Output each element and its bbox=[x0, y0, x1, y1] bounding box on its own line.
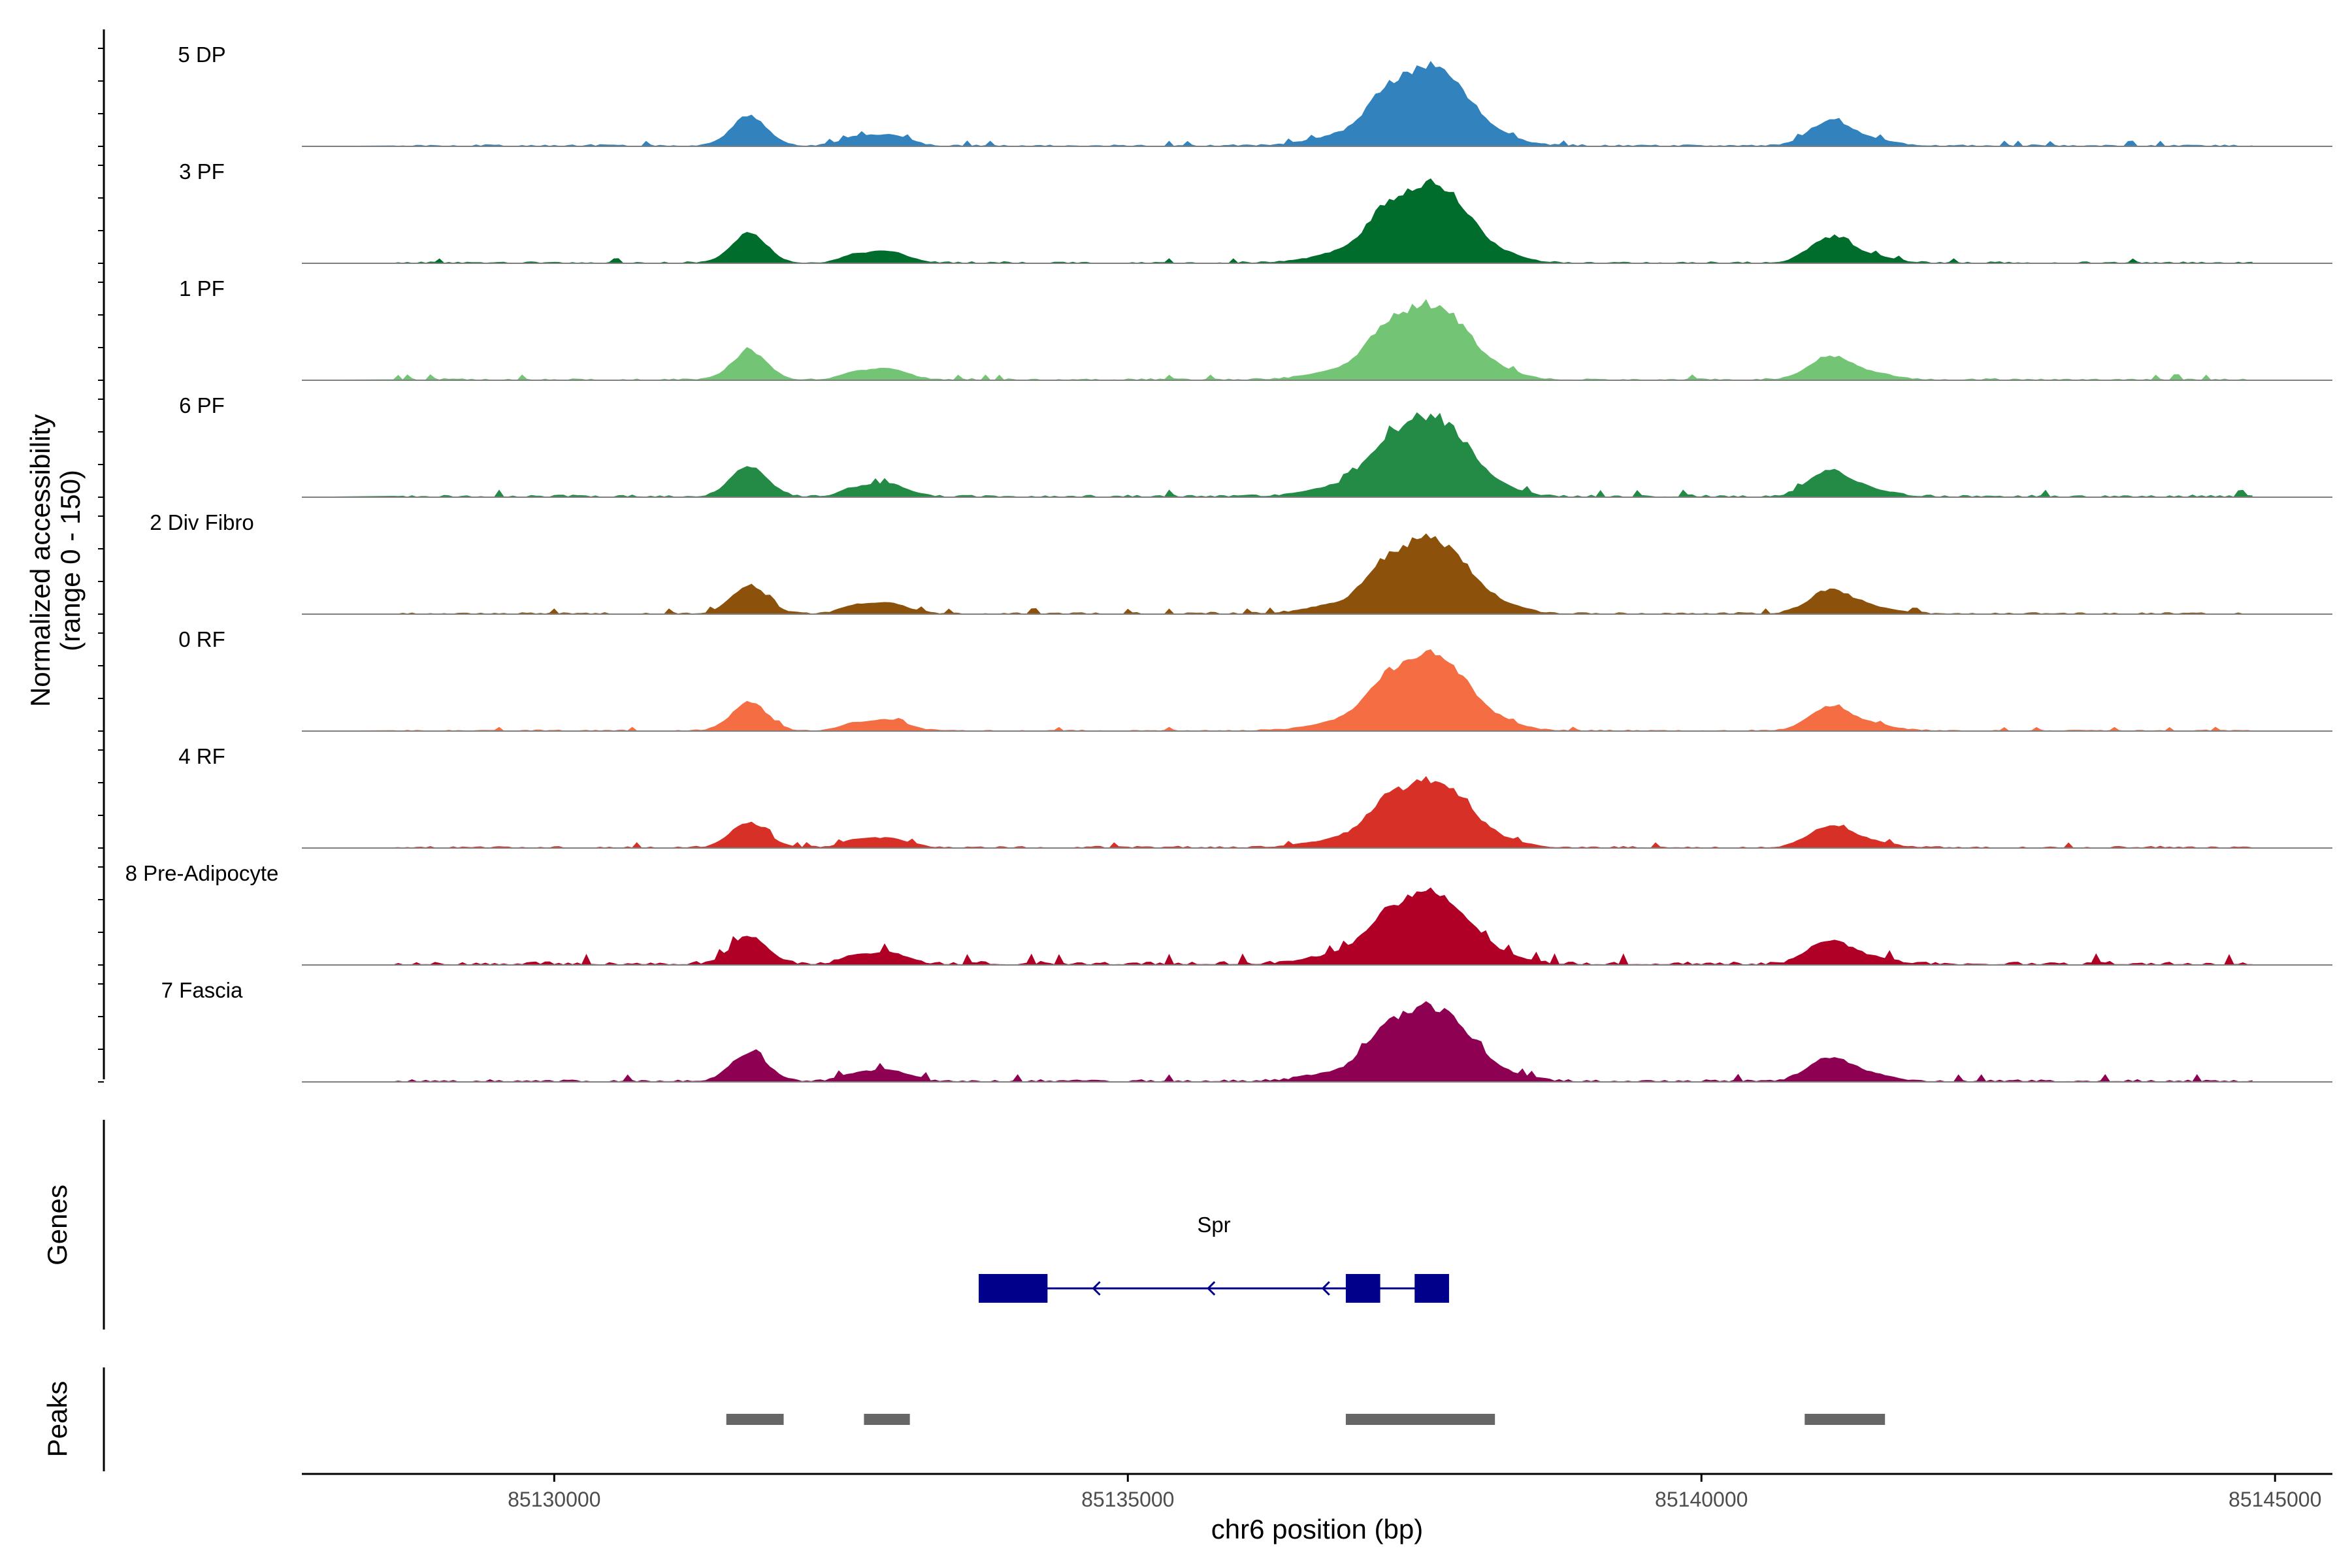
coverage-area bbox=[301, 412, 2253, 498]
track-6-pf: 6 PF bbox=[179, 393, 2332, 498]
peak-bar bbox=[1345, 1414, 1495, 1425]
coverage-area bbox=[301, 649, 2253, 732]
track-2-div-fibro: 2 Div Fibro bbox=[150, 510, 2332, 615]
peaks-track-label: Peaks bbox=[42, 1381, 73, 1458]
genes-track-label: Genes bbox=[42, 1184, 73, 1266]
strand-arrow bbox=[1207, 1281, 1216, 1296]
y-axis-label-line2: (range 0 - 150) bbox=[55, 470, 86, 651]
track-8-pre-adipocyte: 8 Pre-Adipocyte bbox=[125, 861, 2332, 966]
x-tick-label: 85135000 bbox=[1081, 1488, 1174, 1511]
track-label: 6 PF bbox=[179, 393, 225, 417]
track-5-dp: 5 DP bbox=[178, 42, 2332, 147]
track-1-pf: 1 PF bbox=[179, 276, 2332, 381]
peak-bar bbox=[864, 1414, 910, 1425]
x-axis-label: chr6 position (bp) bbox=[1211, 1514, 1424, 1544]
track-label: 5 DP bbox=[178, 42, 225, 67]
track-label: 7 Fascia bbox=[161, 978, 243, 1002]
track-label: 4 RF bbox=[178, 744, 225, 768]
coverage-area bbox=[301, 1001, 2253, 1083]
track-7-fascia: 7 Fascia bbox=[161, 978, 2332, 1083]
coverage-y-ticks bbox=[98, 48, 104, 1083]
track-label: 2 Div Fibro bbox=[150, 510, 254, 534]
track-label: 1 PF bbox=[179, 276, 225, 301]
track-3-pf: 3 PF bbox=[179, 159, 2332, 264]
y-axis-label-line1: Normalized accessibility bbox=[25, 414, 56, 707]
track-0-rf: 0 RF bbox=[178, 627, 2332, 732]
coverage-area bbox=[301, 887, 2253, 966]
track-4-rf: 4 RF bbox=[178, 744, 2332, 849]
gene-annotation: Spr bbox=[979, 1213, 1449, 1303]
coverage-area bbox=[301, 178, 2253, 264]
x-tick-label: 85145000 bbox=[2229, 1488, 2321, 1511]
gene-exon bbox=[1414, 1274, 1449, 1303]
track-label: 3 PF bbox=[179, 159, 225, 184]
peak-bar bbox=[1805, 1414, 1886, 1425]
track-label: 8 Pre-Adipocyte bbox=[125, 861, 279, 885]
coverage-area bbox=[301, 776, 2253, 849]
x-axis-ticks: 85130000 85135000 85140000 85145000 bbox=[508, 1474, 2321, 1511]
coverage-area bbox=[301, 533, 2253, 615]
track-label: 0 RF bbox=[178, 627, 225, 651]
coverage-tracks: 5 DP 3 PF 1 PF 6 PF 2 Div Fibro 0 RF 4 RF 8 Pre… bbox=[125, 42, 2332, 1083]
gene-exon bbox=[979, 1274, 1048, 1303]
strand-arrow bbox=[1092, 1281, 1101, 1296]
peak-regions bbox=[726, 1414, 1886, 1425]
strand-arrow bbox=[1321, 1281, 1330, 1296]
coverage-area bbox=[301, 61, 2253, 147]
x-tick-label: 85140000 bbox=[1655, 1488, 1748, 1511]
gene-name-label: Spr bbox=[1197, 1213, 1230, 1237]
coverage-area bbox=[301, 299, 2253, 381]
x-tick-label: 85130000 bbox=[508, 1488, 600, 1511]
y-axis-label: Normalized accessibility (range 0 - 150) bbox=[25, 414, 86, 707]
gene-exon bbox=[1345, 1274, 1380, 1303]
peak-bar bbox=[726, 1414, 784, 1425]
